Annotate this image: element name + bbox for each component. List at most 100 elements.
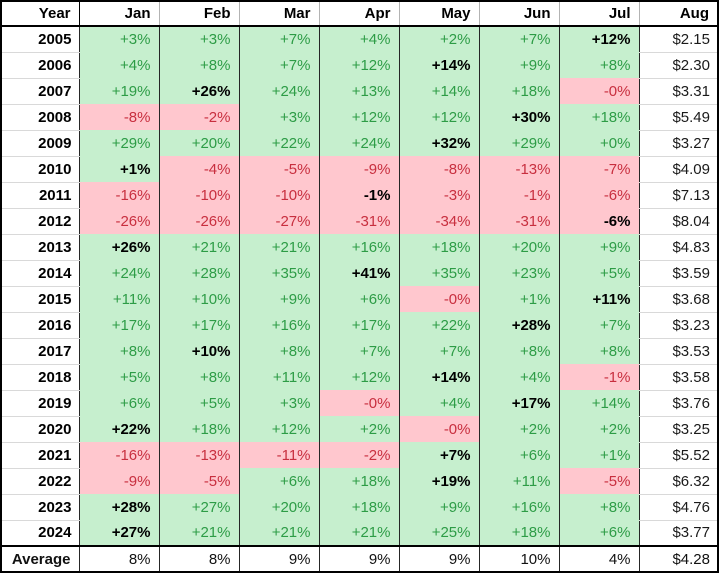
cell-2007-jun[interactable]: +18%	[478, 78, 559, 104]
average-mar[interactable]: 9%	[238, 545, 319, 572]
cell-2012-jan[interactable]: -26%	[78, 208, 159, 234]
cell-2015-may[interactable]: -0%	[398, 286, 479, 312]
cell-2021-jul[interactable]: +1%	[558, 442, 639, 468]
cell-2016-apr[interactable]: +17%	[318, 312, 399, 338]
cell-2014-aug-price[interactable]: $3.59	[638, 260, 718, 287]
row-header-2014[interactable]: 2014	[1, 260, 79, 287]
cell-2018-may[interactable]: +14%	[398, 364, 479, 390]
cell-2017-jun[interactable]: +8%	[478, 338, 559, 364]
row-header-2010[interactable]: 2010	[1, 156, 79, 183]
cell-2012-feb[interactable]: -26%	[158, 208, 239, 234]
cell-2022-aug-price[interactable]: $6.32	[638, 468, 718, 495]
cell-2013-apr[interactable]: +16%	[318, 234, 399, 260]
cell-2022-jun[interactable]: +11%	[478, 468, 559, 494]
cell-2016-mar[interactable]: +16%	[238, 312, 319, 338]
cell-2009-jul[interactable]: +0%	[558, 130, 639, 156]
cell-2019-apr[interactable]: -0%	[318, 390, 399, 416]
cell-2024-jun[interactable]: +18%	[478, 520, 559, 546]
cell-2007-aug-price[interactable]: $3.31	[638, 78, 718, 105]
cell-2023-apr[interactable]: +18%	[318, 494, 399, 520]
cell-2011-jul[interactable]: -6%	[558, 182, 639, 208]
cell-2009-mar[interactable]: +22%	[238, 130, 319, 156]
cell-2017-may[interactable]: +7%	[398, 338, 479, 364]
cell-2008-jan[interactable]: -8%	[78, 104, 159, 130]
cell-2015-aug-price[interactable]: $3.68	[638, 286, 718, 313]
cell-2011-apr[interactable]: -1%	[318, 182, 399, 208]
row-header-2015[interactable]: 2015	[1, 286, 79, 313]
column-header-feb[interactable]: Feb	[158, 1, 239, 27]
cell-2023-may[interactable]: +9%	[398, 494, 479, 520]
cell-2010-jul[interactable]: -7%	[558, 156, 639, 182]
cell-2009-apr[interactable]: +24%	[318, 130, 399, 156]
cell-2016-jun[interactable]: +28%	[478, 312, 559, 338]
cell-2018-apr[interactable]: +12%	[318, 364, 399, 390]
cell-2018-aug-price[interactable]: $3.58	[638, 364, 718, 391]
cell-2011-jan[interactable]: -16%	[78, 182, 159, 208]
cell-2018-jul[interactable]: -1%	[558, 364, 639, 390]
cell-2024-may[interactable]: +25%	[398, 520, 479, 546]
cell-2015-jul[interactable]: +11%	[558, 286, 639, 312]
cell-2019-jan[interactable]: +6%	[78, 390, 159, 416]
average-jun[interactable]: 10%	[478, 545, 559, 572]
cell-2018-jan[interactable]: +5%	[78, 364, 159, 390]
cell-2019-may[interactable]: +4%	[398, 390, 479, 416]
cell-2023-jan[interactable]: +28%	[78, 494, 159, 520]
cell-2021-jun[interactable]: +6%	[478, 442, 559, 468]
cell-2014-jul[interactable]: +5%	[558, 260, 639, 286]
cell-2014-jun[interactable]: +23%	[478, 260, 559, 286]
cell-2023-jun[interactable]: +16%	[478, 494, 559, 520]
cell-2013-jun[interactable]: +20%	[478, 234, 559, 260]
cell-2005-apr[interactable]: +4%	[318, 26, 399, 52]
cell-2015-apr[interactable]: +6%	[318, 286, 399, 312]
cell-2022-may[interactable]: +19%	[398, 468, 479, 494]
cell-2014-jan[interactable]: +24%	[78, 260, 159, 286]
cell-2005-feb[interactable]: +3%	[158, 26, 239, 52]
cell-2020-apr[interactable]: +2%	[318, 416, 399, 442]
cell-2006-jan[interactable]: +4%	[78, 52, 159, 78]
column-header-year[interactable]: Year	[1, 1, 79, 27]
cell-2008-feb[interactable]: -2%	[158, 104, 239, 130]
cell-2019-feb[interactable]: +5%	[158, 390, 239, 416]
cell-2008-aug-price[interactable]: $5.49	[638, 104, 718, 131]
column-header-jun[interactable]: Jun	[478, 1, 559, 27]
cell-2010-may[interactable]: -8%	[398, 156, 479, 182]
cell-2007-jul[interactable]: -0%	[558, 78, 639, 104]
cell-2013-may[interactable]: +18%	[398, 234, 479, 260]
cell-2020-jun[interactable]: +2%	[478, 416, 559, 442]
row-header-2023[interactable]: 2023	[1, 494, 79, 521]
cell-2023-jul[interactable]: +8%	[558, 494, 639, 520]
cell-2019-jul[interactable]: +14%	[558, 390, 639, 416]
cell-2009-may[interactable]: +32%	[398, 130, 479, 156]
cell-2024-jul[interactable]: +6%	[558, 520, 639, 546]
row-header-2008[interactable]: 2008	[1, 104, 79, 131]
cell-2006-may[interactable]: +14%	[398, 52, 479, 78]
cell-2019-jun[interactable]: +17%	[478, 390, 559, 416]
cell-2009-jan[interactable]: +29%	[78, 130, 159, 156]
cell-2021-may[interactable]: +7%	[398, 442, 479, 468]
cell-2013-aug-price[interactable]: $4.83	[638, 234, 718, 261]
cell-2012-aug-price[interactable]: $8.04	[638, 208, 718, 235]
row-header-2005[interactable]: 2005	[1, 26, 79, 53]
cell-2006-mar[interactable]: +7%	[238, 52, 319, 78]
cell-2016-jul[interactable]: +7%	[558, 312, 639, 338]
cell-2010-feb[interactable]: -4%	[158, 156, 239, 182]
average-aug-price[interactable]: $4.28	[638, 545, 718, 572]
cell-2009-aug-price[interactable]: $3.27	[638, 130, 718, 157]
row-header-2011[interactable]: 2011	[1, 182, 79, 209]
cell-2018-mar[interactable]: +11%	[238, 364, 319, 390]
cell-2024-apr[interactable]: +21%	[318, 520, 399, 546]
cell-2015-jun[interactable]: +1%	[478, 286, 559, 312]
cell-2021-jan[interactable]: -16%	[78, 442, 159, 468]
cell-2007-apr[interactable]: +13%	[318, 78, 399, 104]
cell-2017-apr[interactable]: +7%	[318, 338, 399, 364]
cell-2006-jul[interactable]: +8%	[558, 52, 639, 78]
cell-2015-feb[interactable]: +10%	[158, 286, 239, 312]
cell-2019-aug-price[interactable]: $3.76	[638, 390, 718, 417]
cell-2012-apr[interactable]: -31%	[318, 208, 399, 234]
cell-2021-feb[interactable]: -13%	[158, 442, 239, 468]
column-header-may[interactable]: May	[398, 1, 479, 27]
row-header-2009[interactable]: 2009	[1, 130, 79, 157]
cell-2010-aug-price[interactable]: $4.09	[638, 156, 718, 183]
row-header-2013[interactable]: 2013	[1, 234, 79, 261]
cell-2022-mar[interactable]: +6%	[238, 468, 319, 494]
